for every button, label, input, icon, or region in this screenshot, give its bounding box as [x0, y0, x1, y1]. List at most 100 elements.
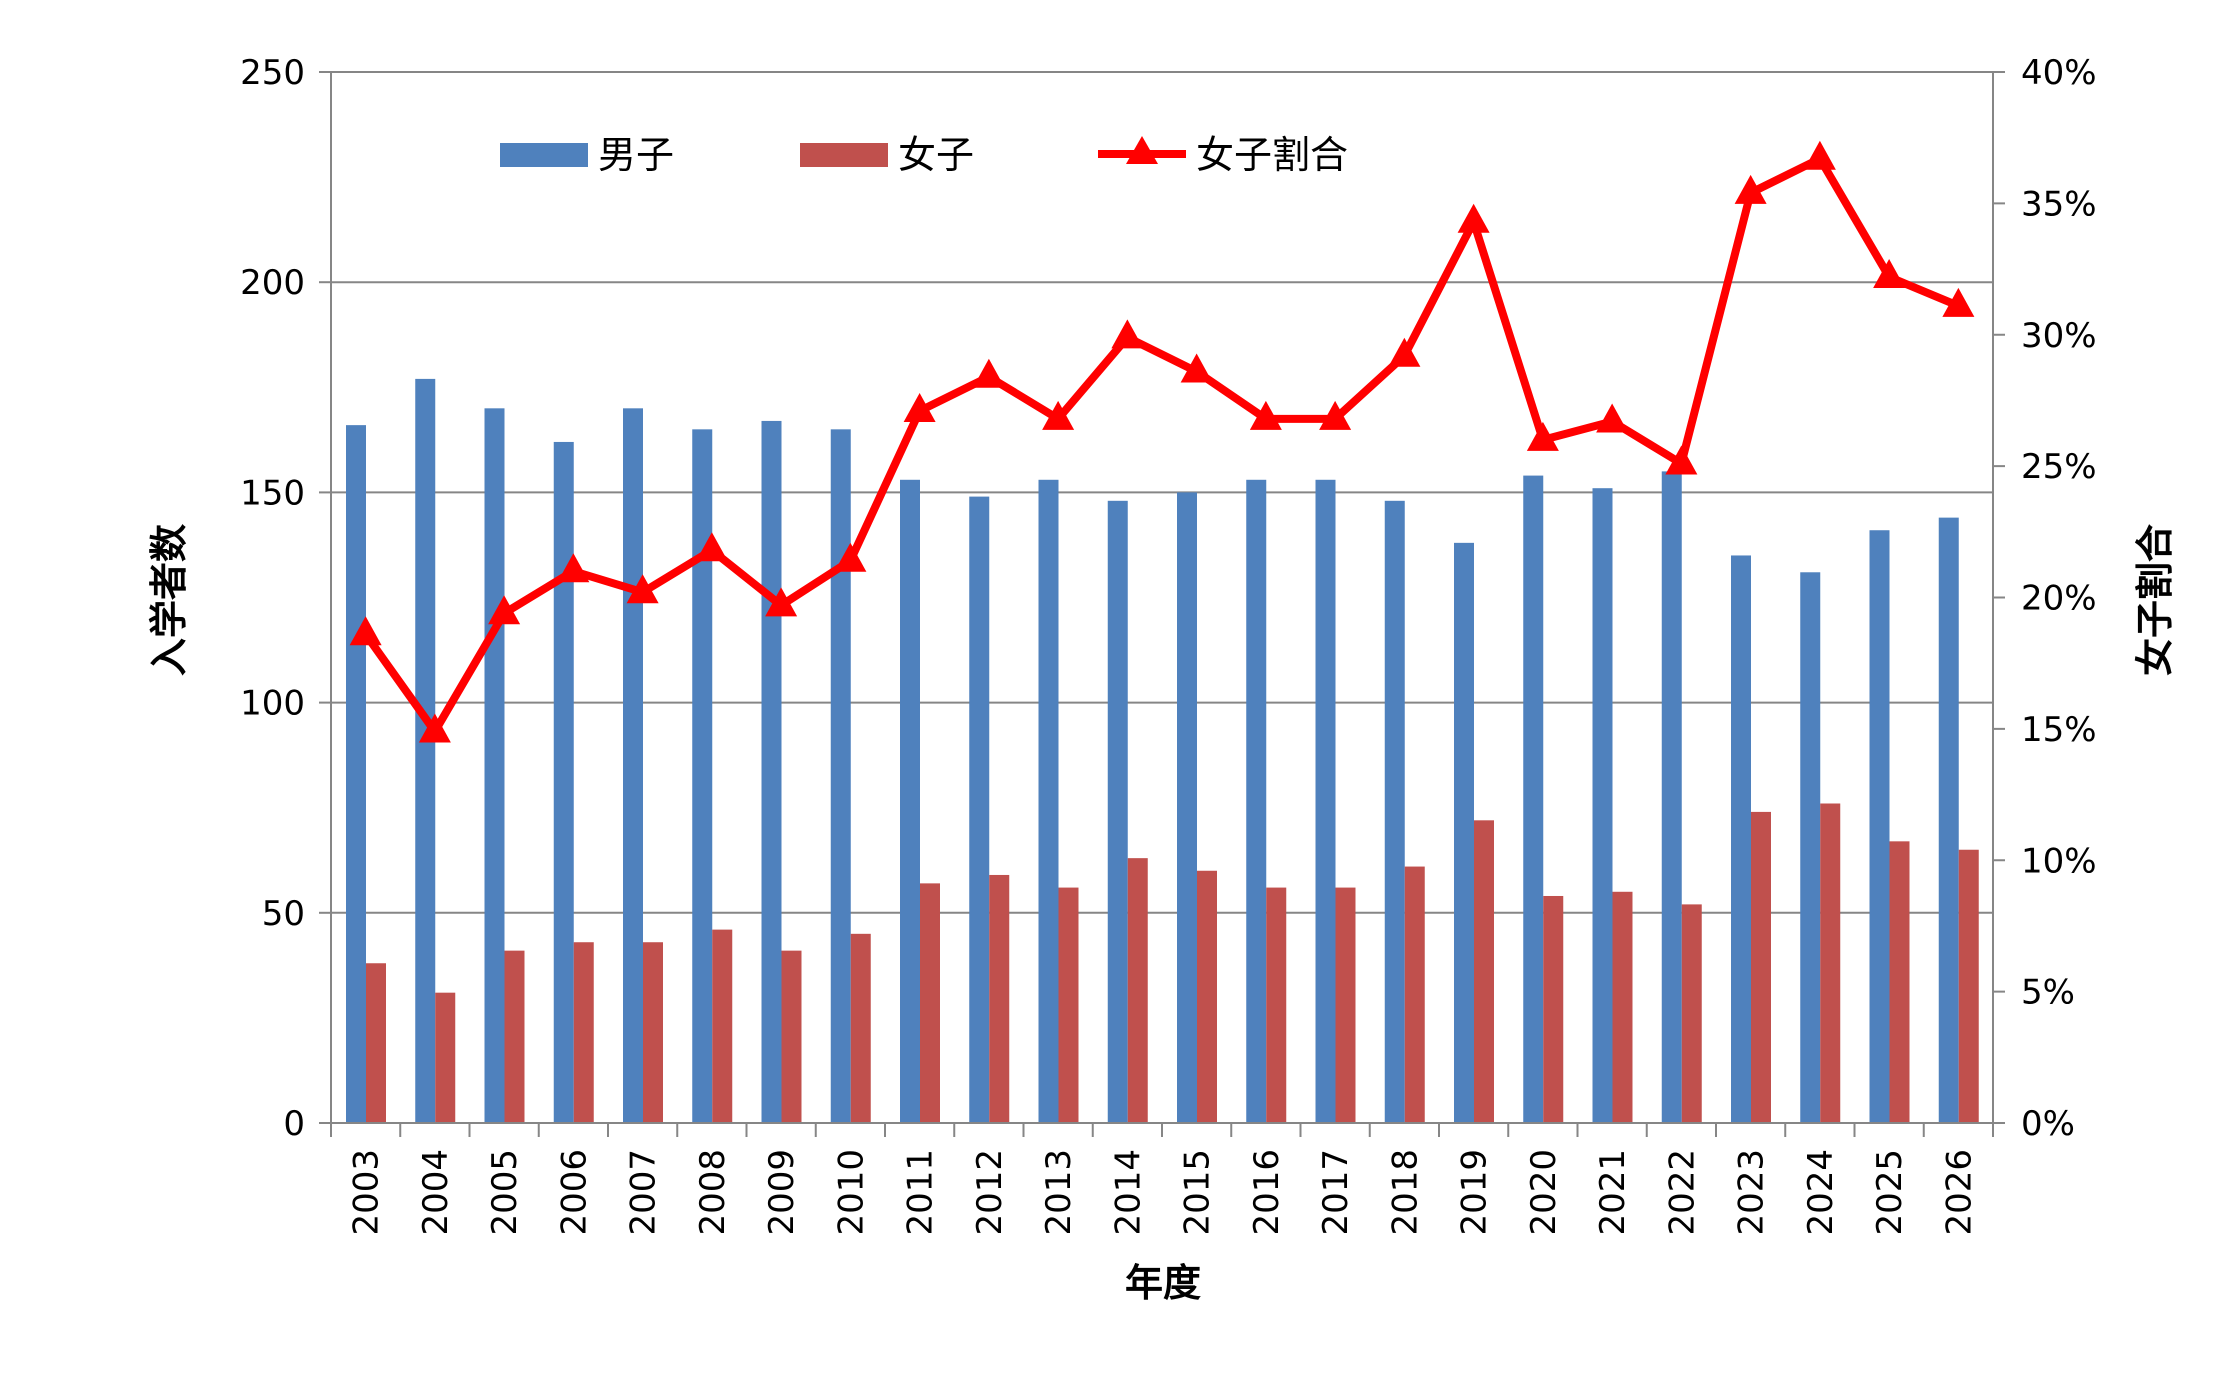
ratio-marker — [834, 542, 867, 572]
ratio-marker — [349, 616, 382, 646]
legend-label-ratio: 女子割合 — [1196, 133, 1348, 177]
ratio-marker — [1042, 400, 1075, 430]
bar-female — [781, 950, 802, 1123]
y2-tick-label: 10% — [2021, 841, 2097, 881]
y2-tick-label: 40% — [2021, 53, 2097, 93]
bar-female — [1058, 887, 1079, 1123]
x-tick-label: 2016 — [1247, 1149, 1287, 1236]
legend-label-male: 男子 — [598, 133, 674, 177]
ratio-marker — [1526, 421, 1559, 451]
bar-female — [850, 933, 871, 1123]
bar-male — [415, 378, 436, 1124]
y-tick-label: 200 — [240, 263, 305, 303]
bar-female — [1474, 820, 1494, 1123]
ratio-line-series — [349, 140, 1975, 743]
x-tick-label: 2012 — [970, 1149, 1010, 1236]
y-axis-title: 入学者数 — [147, 524, 191, 676]
bar-male — [1038, 479, 1059, 1124]
legend-label-female: 女子 — [898, 133, 974, 177]
y2-tick-label: 5% — [2021, 973, 2075, 1013]
x-tick-label: 2014 — [1108, 1149, 1148, 1236]
bar-male — [761, 420, 782, 1123]
bar-male — [1246, 479, 1267, 1124]
bar-male — [1938, 517, 1959, 1123]
ratio-marker — [1596, 403, 1629, 433]
y2-axis-title: 女子割合 — [2133, 524, 2177, 676]
x-tick-label: 2018 — [1385, 1149, 1425, 1236]
bar-female — [1127, 858, 1148, 1123]
bar-female — [504, 950, 525, 1123]
bar-female — [989, 874, 1010, 1123]
tick-labels: 0 50 100 150 200 250 0% 5% 10% 15% 20% 25% 30% 35% 40%… — [240, 53, 2096, 1236]
bar-female — [712, 929, 733, 1123]
ratio-marker — [1319, 400, 1352, 430]
x-tick-label: 2019 — [1455, 1149, 1495, 1236]
x-tick-label: 2020 — [1524, 1149, 1564, 1236]
bar-male — [1454, 542, 1474, 1123]
y2-tick-label: 30% — [2021, 316, 2097, 356]
bar-male — [623, 408, 643, 1123]
bar-male — [692, 429, 713, 1124]
ratio-marker — [1873, 258, 1906, 288]
ratio-marker — [695, 532, 728, 562]
x-tick-label: 2004 — [416, 1149, 456, 1236]
x-tick-label: 2008 — [693, 1149, 733, 1236]
ratio-marker — [1180, 353, 1213, 383]
bar-female — [920, 883, 940, 1123]
bar-male — [900, 479, 920, 1124]
x-tick-label: 2003 — [347, 1149, 387, 1236]
y2-tick-label: 35% — [2021, 184, 2097, 224]
axes — [319, 71, 2005, 1137]
ratio-marker — [972, 358, 1005, 388]
bar-male — [1800, 572, 1821, 1123]
y-tick-label: 0 — [283, 1104, 305, 1144]
bar-male — [1384, 500, 1405, 1124]
bars — [346, 378, 1979, 1124]
bar-male — [484, 408, 505, 1123]
bar-male — [346, 425, 366, 1123]
bar-female — [1958, 849, 1979, 1123]
bar-female — [1889, 841, 1910, 1123]
bar-male — [1315, 479, 1336, 1124]
bar-male — [830, 429, 851, 1124]
ratio-marker — [1942, 287, 1975, 317]
ratio-marker — [557, 553, 590, 583]
ratio-marker — [1249, 400, 1282, 430]
bar-female — [366, 963, 386, 1123]
x-tick-label: 2006 — [554, 1149, 594, 1236]
bar-female — [1820, 803, 1841, 1123]
bar-female — [1612, 891, 1633, 1123]
bar-male — [1869, 530, 1890, 1123]
legend: 男子 女子 女子割合 — [500, 133, 1348, 177]
ratio-line — [362, 154, 1960, 736]
ratio-marker — [1457, 203, 1490, 233]
bar-male — [553, 441, 574, 1123]
bar-female — [1543, 895, 1564, 1123]
bar-female — [1751, 811, 1771, 1123]
ratio-marker — [903, 392, 936, 422]
y2-tick-label: 0% — [2021, 1104, 2075, 1144]
x-tick-label: 2017 — [1316, 1149, 1356, 1236]
ratio-marker — [488, 595, 521, 625]
y-tick-label: 150 — [240, 473, 305, 513]
x-tick-label: 2023 — [1732, 1149, 1772, 1236]
bar-female — [1197, 870, 1217, 1123]
bar-male — [969, 496, 990, 1123]
ratio-marker — [1111, 319, 1144, 349]
legend-swatch-ratio-marker — [1126, 136, 1158, 164]
bar-male — [1107, 500, 1128, 1124]
ratio-marker — [1734, 174, 1767, 204]
bar-female — [643, 942, 663, 1123]
x-tick-label: 2009 — [762, 1149, 802, 1236]
y2-tick-label: 25% — [2021, 447, 2097, 487]
bar-male — [1661, 471, 1682, 1123]
x-tick-label: 2021 — [1593, 1149, 1633, 1236]
bar-male — [1731, 555, 1751, 1123]
x-tick-label: 2026 — [1939, 1149, 1979, 1236]
legend-swatch-female — [800, 143, 888, 167]
ratio-marker — [1665, 445, 1698, 475]
bar-female — [1681, 904, 1702, 1123]
x-tick-label: 2022 — [1662, 1149, 1702, 1236]
bar-female — [1266, 887, 1287, 1123]
